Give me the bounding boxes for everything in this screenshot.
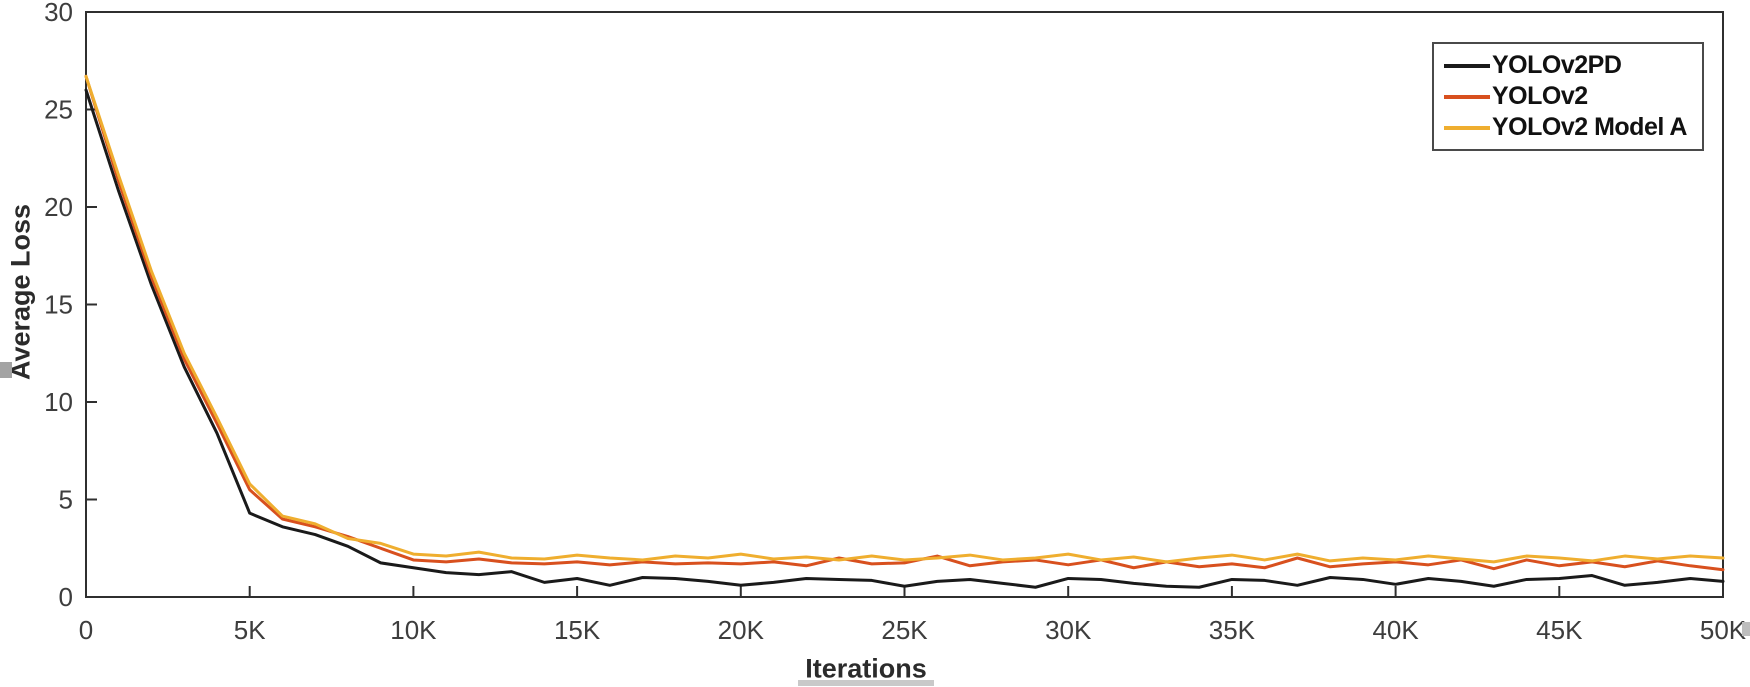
xlabel-underline-artifact: [798, 680, 934, 686]
legend-label: YOLOv2 Model A: [1492, 113, 1687, 141]
legend-line-swatch: [1444, 125, 1490, 130]
x-tick-label: 10K: [390, 615, 437, 645]
x-tick-label: 25K: [881, 615, 928, 645]
right-edge-artifact: [1742, 622, 1750, 636]
x-tick-label: 0: [79, 615, 93, 645]
y-tick-label: 15: [44, 290, 73, 320]
left-edge-artifact: [0, 362, 12, 378]
x-tick-label: 30K: [1045, 615, 1092, 645]
series-line-yolov2pd: [84, 88, 1725, 589]
x-tick-label: 15K: [554, 615, 601, 645]
legend-row: YOLOv2PD: [1444, 50, 1696, 81]
legend-line-swatch: [1444, 94, 1490, 99]
y-axis-label: Average Loss: [5, 203, 36, 381]
legend: YOLOv2PD YOLOv2 YOLOv2 Model A: [1432, 42, 1704, 151]
y-tick-label: 0: [59, 582, 73, 612]
legend-line-swatch: [1444, 63, 1490, 68]
x-tick-label: 45K: [1536, 615, 1583, 645]
legend-row: YOLOv2: [1444, 81, 1696, 112]
y-tick-label: 5: [59, 485, 73, 515]
x-axis-label: Iterations: [805, 653, 927, 684]
legend-row: YOLOv2 Model A: [1444, 112, 1696, 143]
x-tick-label: 35K: [1209, 615, 1256, 645]
x-tick-label: 5K: [234, 615, 266, 645]
x-tick-label: 40K: [1372, 615, 1419, 645]
series-line-yolov2-model-a: [84, 74, 1725, 564]
y-tick-label: 30: [44, 0, 73, 27]
x-tick-label: 50K: [1700, 615, 1747, 645]
y-tick-label: 25: [44, 95, 73, 125]
legend-label: YOLOv2: [1492, 82, 1588, 110]
y-tick-label: 10: [44, 387, 73, 417]
y-tick-label: 20: [44, 192, 73, 222]
x-tick-label: 20K: [718, 615, 765, 645]
legend-label: YOLOv2PD: [1492, 51, 1622, 79]
